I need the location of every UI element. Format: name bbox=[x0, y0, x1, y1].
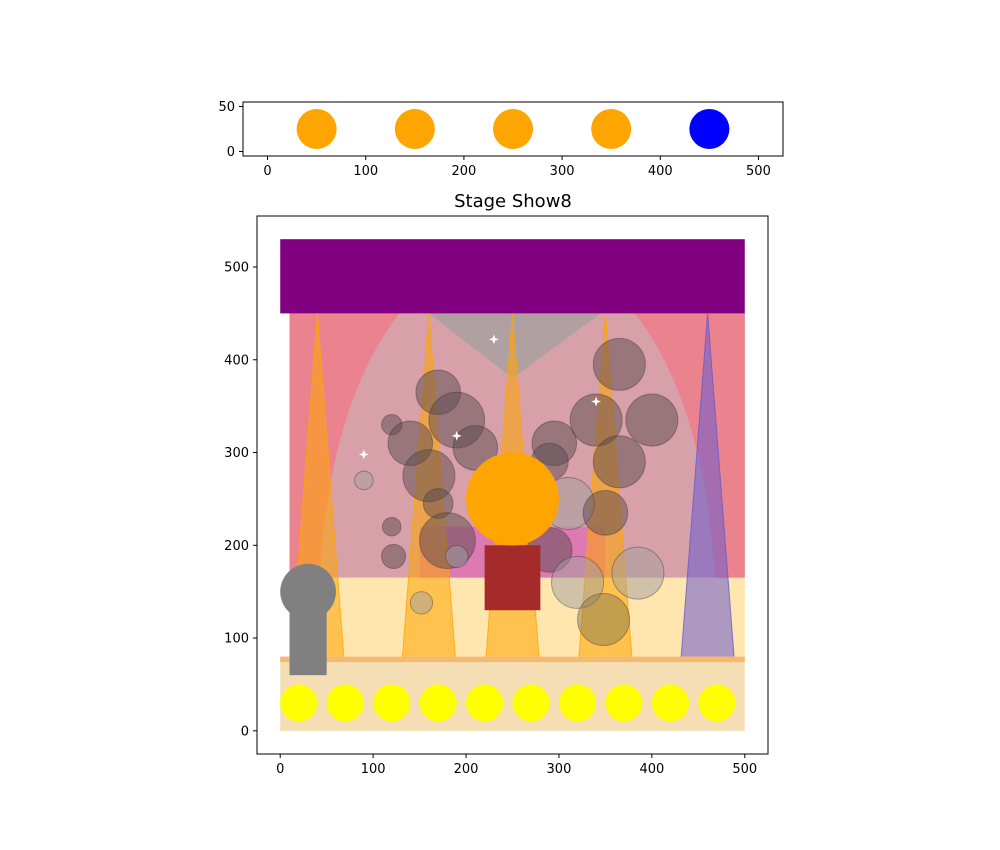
sparkle bbox=[591, 396, 602, 407]
bubble bbox=[381, 516, 402, 537]
footlight bbox=[373, 684, 411, 722]
bubble bbox=[380, 543, 407, 570]
scatter-point bbox=[689, 109, 730, 149]
y-tick-label: 200 bbox=[224, 539, 249, 554]
footlight bbox=[419, 684, 457, 722]
bubble bbox=[569, 393, 623, 447]
bubble bbox=[582, 490, 629, 536]
x-tick-label: 0 bbox=[276, 762, 284, 777]
footlight bbox=[651, 684, 690, 722]
bubble bbox=[592, 337, 646, 391]
y-tick-label: 0 bbox=[241, 724, 249, 739]
top-axes-frame bbox=[242, 101, 784, 157]
bubble bbox=[409, 591, 434, 615]
y-tick-label: 400 bbox=[224, 353, 249, 368]
footlight bbox=[558, 684, 597, 722]
footlight bbox=[280, 684, 318, 722]
stage-axes: 0 100 200 300 400 500 0 100 200 300 400 500 bbox=[224, 215, 769, 777]
y-tick-label: 500 bbox=[224, 261, 249, 276]
performer-body bbox=[484, 545, 541, 611]
x-tick-label: 300 bbox=[550, 164, 575, 179]
y-tick-label: 0 bbox=[227, 145, 235, 160]
bubble bbox=[625, 393, 679, 447]
bubble bbox=[551, 555, 605, 609]
chart-title: Stage Show8 bbox=[454, 191, 572, 212]
x-tick-label: 200 bbox=[451, 164, 476, 179]
bubble bbox=[577, 592, 631, 647]
footlight bbox=[466, 684, 504, 722]
scatter-point bbox=[493, 109, 533, 149]
x-tick-label: 500 bbox=[732, 762, 757, 777]
sparkle bbox=[488, 334, 499, 345]
x-tick-label: 100 bbox=[361, 762, 386, 777]
performer-head bbox=[466, 452, 559, 546]
x-tick-label: 400 bbox=[639, 762, 664, 777]
top-scatter-axes: 0 100 200 300 400 500 0 50 bbox=[218, 100, 784, 179]
y-tick-label: 300 bbox=[224, 446, 249, 461]
x-tick-label: 300 bbox=[547, 762, 572, 777]
stage-axes-frame bbox=[256, 215, 769, 755]
footlight bbox=[326, 684, 364, 722]
microphone-head bbox=[280, 563, 336, 620]
bubble bbox=[354, 470, 374, 491]
x-tick-label: 0 bbox=[263, 164, 271, 179]
bubble bbox=[592, 435, 646, 489]
x-tick-label: 400 bbox=[648, 164, 673, 179]
sparkle bbox=[451, 430, 462, 441]
footlight bbox=[605, 684, 643, 722]
x-tick-label: 100 bbox=[353, 164, 378, 179]
scatter-point bbox=[296, 109, 337, 149]
footlight bbox=[512, 684, 550, 722]
x-tick-label: 200 bbox=[454, 762, 479, 777]
bubble bbox=[452, 425, 499, 471]
y-tick-label: 50 bbox=[218, 100, 235, 115]
bubble bbox=[611, 546, 665, 600]
bubble bbox=[445, 544, 469, 569]
scatter-point bbox=[394, 109, 435, 149]
x-tick-label: 500 bbox=[746, 164, 771, 179]
scatter-point bbox=[591, 109, 632, 149]
sparkle bbox=[358, 449, 369, 460]
y-tick-label: 100 bbox=[224, 632, 249, 647]
stage-edge bbox=[280, 656, 745, 663]
footlight bbox=[698, 684, 736, 722]
stage-banner bbox=[280, 239, 745, 314]
